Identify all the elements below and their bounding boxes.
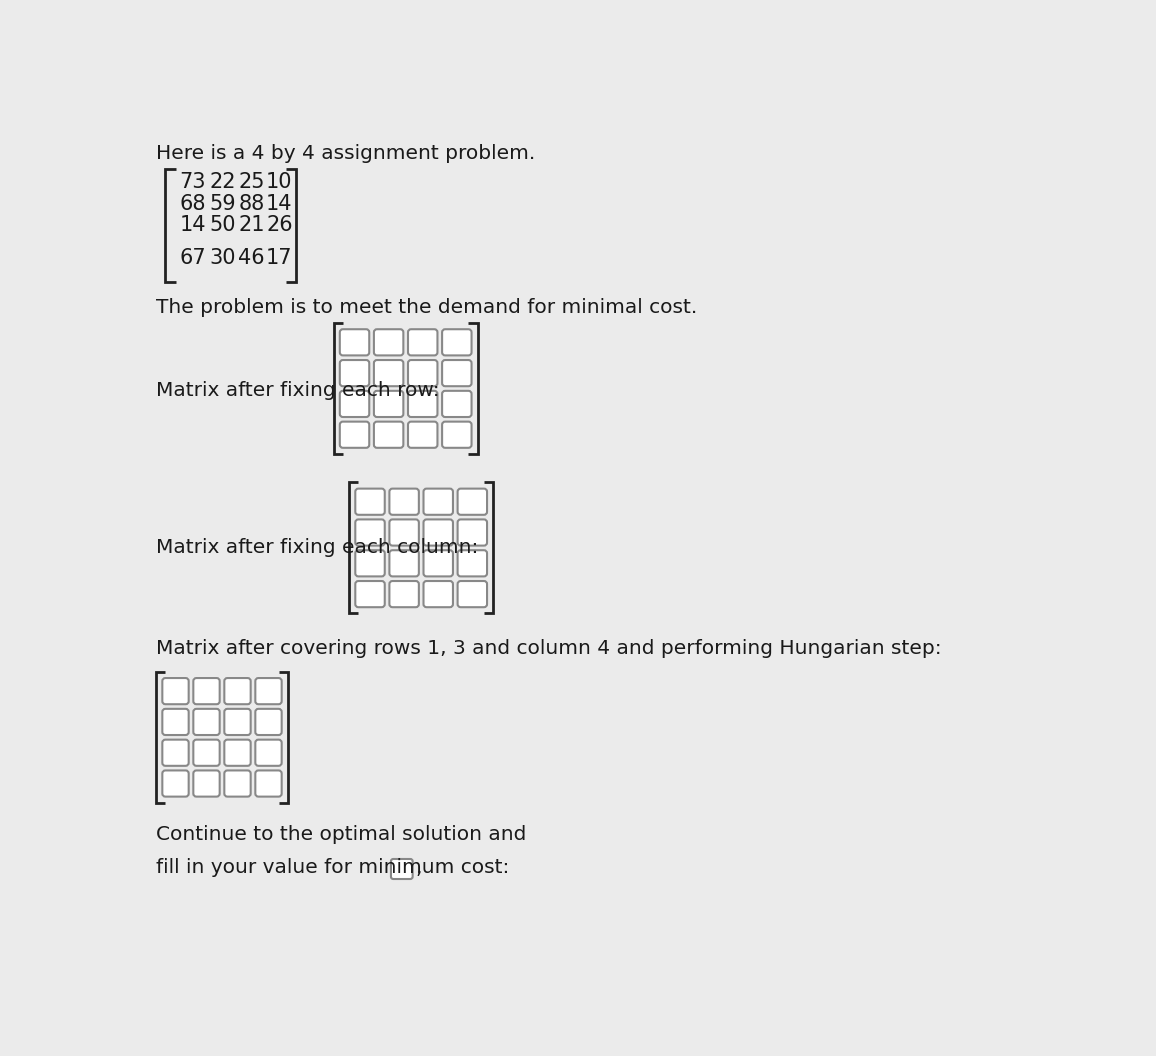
Text: 21: 21 [238,215,265,235]
FancyBboxPatch shape [255,709,282,735]
FancyBboxPatch shape [442,360,472,386]
FancyBboxPatch shape [340,360,369,386]
FancyBboxPatch shape [390,550,418,577]
FancyBboxPatch shape [162,771,188,796]
FancyBboxPatch shape [442,329,472,356]
FancyBboxPatch shape [224,771,251,796]
FancyBboxPatch shape [390,581,418,607]
Text: 26: 26 [266,215,292,235]
Text: 25: 25 [238,172,265,192]
Text: ,: , [415,860,422,879]
Text: 50: 50 [209,215,236,235]
Text: Matrix after covering rows 1, 3 and column 4 and performing Hungarian step:: Matrix after covering rows 1, 3 and colu… [156,639,942,658]
Text: 46: 46 [238,247,265,267]
FancyBboxPatch shape [255,771,282,796]
FancyBboxPatch shape [458,489,487,514]
FancyBboxPatch shape [442,421,472,448]
Text: 67: 67 [179,247,206,267]
FancyBboxPatch shape [373,421,403,448]
Text: Matrix after fixing each row:: Matrix after fixing each row: [156,381,439,400]
FancyBboxPatch shape [458,520,487,546]
FancyBboxPatch shape [458,581,487,607]
FancyBboxPatch shape [193,678,220,704]
FancyBboxPatch shape [340,391,369,417]
Text: 68: 68 [179,193,206,213]
FancyBboxPatch shape [408,421,437,448]
FancyBboxPatch shape [423,550,453,577]
FancyBboxPatch shape [255,678,282,704]
Text: 10: 10 [266,172,292,192]
FancyBboxPatch shape [390,489,418,514]
FancyBboxPatch shape [224,678,251,704]
FancyBboxPatch shape [224,709,251,735]
Text: 73: 73 [179,172,206,192]
Text: The problem is to meet the demand for minimal cost.: The problem is to meet the demand for mi… [156,298,697,317]
FancyBboxPatch shape [224,739,251,766]
FancyBboxPatch shape [193,709,220,735]
FancyBboxPatch shape [355,550,385,577]
FancyBboxPatch shape [355,489,385,514]
FancyBboxPatch shape [340,329,369,356]
FancyBboxPatch shape [373,360,403,386]
FancyBboxPatch shape [162,709,188,735]
FancyBboxPatch shape [408,360,437,386]
FancyBboxPatch shape [162,678,188,704]
Text: 22: 22 [209,172,236,192]
Text: 59: 59 [209,193,236,213]
Text: Here is a 4 by 4 assignment problem.: Here is a 4 by 4 assignment problem. [156,144,535,163]
FancyBboxPatch shape [373,329,403,356]
FancyBboxPatch shape [162,739,188,766]
FancyBboxPatch shape [442,391,472,417]
FancyBboxPatch shape [193,739,220,766]
Text: 17: 17 [266,247,292,267]
FancyBboxPatch shape [408,391,437,417]
FancyBboxPatch shape [458,550,487,577]
FancyBboxPatch shape [423,489,453,514]
FancyBboxPatch shape [390,520,418,546]
Text: 88: 88 [238,193,265,213]
Text: Matrix after fixing each column:: Matrix after fixing each column: [156,539,479,558]
FancyBboxPatch shape [193,771,220,796]
FancyBboxPatch shape [255,739,282,766]
FancyBboxPatch shape [355,581,385,607]
Text: 14: 14 [266,193,292,213]
FancyBboxPatch shape [391,859,413,879]
Text: 14: 14 [179,215,206,235]
FancyBboxPatch shape [340,421,369,448]
FancyBboxPatch shape [423,520,453,546]
FancyBboxPatch shape [408,329,437,356]
FancyBboxPatch shape [423,581,453,607]
Text: 30: 30 [209,247,236,267]
Text: Continue to the optimal solution and: Continue to the optimal solution and [156,825,526,844]
Text: fill in your value for minimum cost:: fill in your value for minimum cost: [156,859,510,878]
FancyBboxPatch shape [373,391,403,417]
FancyBboxPatch shape [355,520,385,546]
